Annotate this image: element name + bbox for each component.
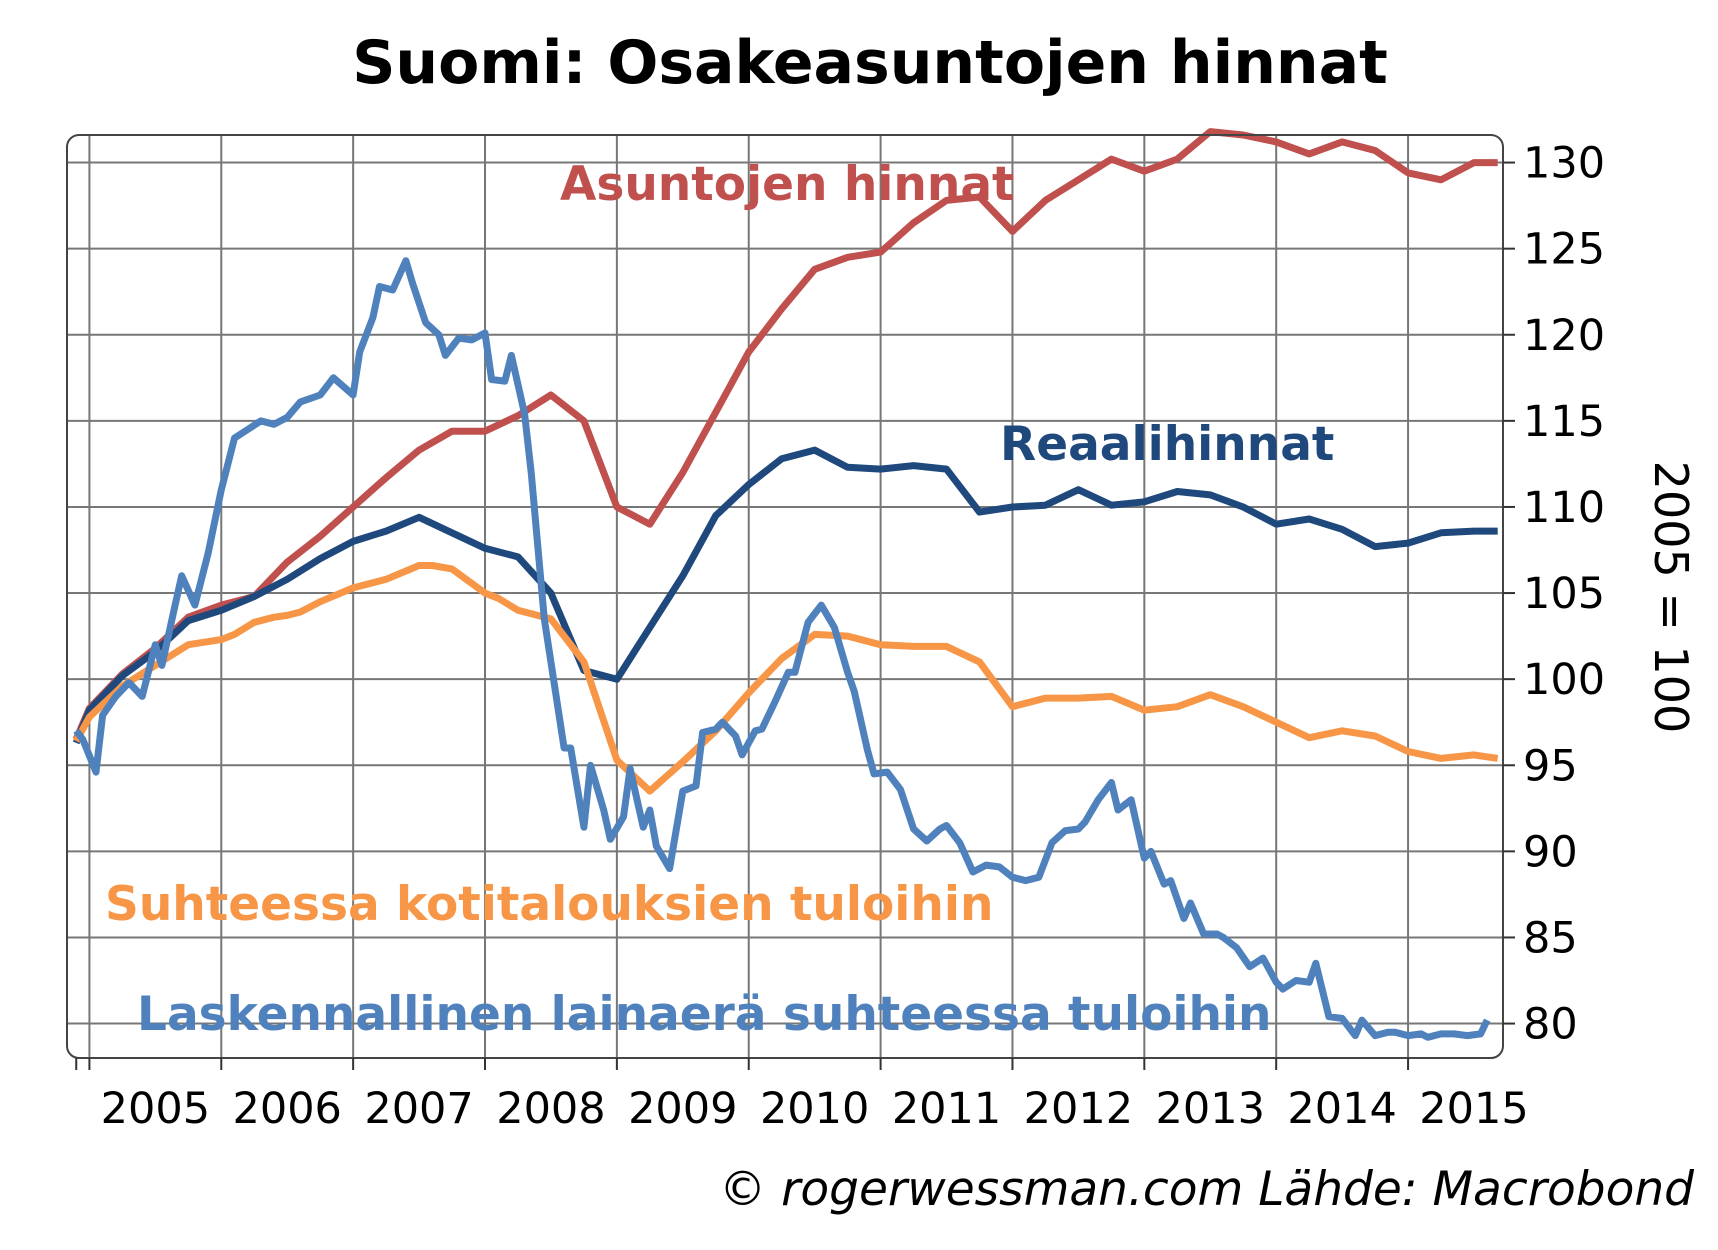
series-layer: [72, 128, 1499, 1041]
tick-layer: 2005 2006 2007 2008 2009 2010 2011 2012 2013 2014…: [75, 139, 1605, 1134]
x-tick-label-2014: 2014: [1287, 1084, 1396, 1134]
x-tick-label-2008: 2008: [496, 1084, 605, 1134]
series-label-1: Reaalihinnat: [1000, 417, 1334, 472]
x-tick-label-2010: 2010: [760, 1084, 869, 1134]
y-tick-label-95: 95: [1523, 741, 1578, 791]
y-tick-label-110: 110: [1523, 483, 1605, 533]
y-tick-label-100: 100: [1523, 655, 1605, 705]
x-tick-label-2009: 2009: [628, 1084, 737, 1134]
y-tick-label-120: 120: [1523, 311, 1605, 361]
x-tick-label-2012: 2012: [1024, 1084, 1133, 1134]
y-tick-label-105: 105: [1523, 569, 1605, 619]
y-tick-label-80: 80: [1523, 1000, 1578, 1050]
y-tick-label-130: 130: [1523, 139, 1605, 189]
x-tick-label-2006: 2006: [232, 1084, 341, 1134]
series-label-2: Suhteessa kotitalouksien tuloihin: [105, 877, 993, 932]
x-tick-label-2011: 2011: [892, 1084, 1001, 1134]
series-line-3: [73, 257, 1491, 1041]
chart-title: Suomi: Osakeasuntojen hinnat: [352, 28, 1388, 98]
x-tick-label-2015: 2015: [1419, 1084, 1528, 1134]
series-label-0: Asuntojen hinnat: [560, 157, 1015, 212]
label-layer: Asuntojen hinnat Reaalihinnat Suhteessa ko…: [105, 157, 1698, 1042]
y-tick-label-85: 85: [1523, 913, 1578, 963]
series-label-3: Laskennallinen lainaerä suhteessa tuloih…: [137, 987, 1272, 1042]
y-axis-title: 2005 = 100: [1644, 461, 1698, 734]
x-tick-label-2013: 2013: [1156, 1084, 1265, 1134]
plot-frame: [66, 134, 1504, 1059]
series-line-1: [72, 446, 1498, 745]
x-tick-label-2005: 2005: [101, 1084, 210, 1134]
y-tick-label-90: 90: [1523, 827, 1578, 877]
frame-layer: [66, 134, 1504, 1059]
grid-layer: [67, 135, 1503, 1058]
y-tick-label-125: 125: [1523, 225, 1605, 275]
source-note: © rogerwessman.com Lähde: Macrobond: [719, 1162, 1694, 1217]
y-tick-label-115: 115: [1523, 397, 1605, 447]
series-line-0: [72, 128, 1498, 741]
x-tick-label-2007: 2007: [364, 1084, 473, 1134]
